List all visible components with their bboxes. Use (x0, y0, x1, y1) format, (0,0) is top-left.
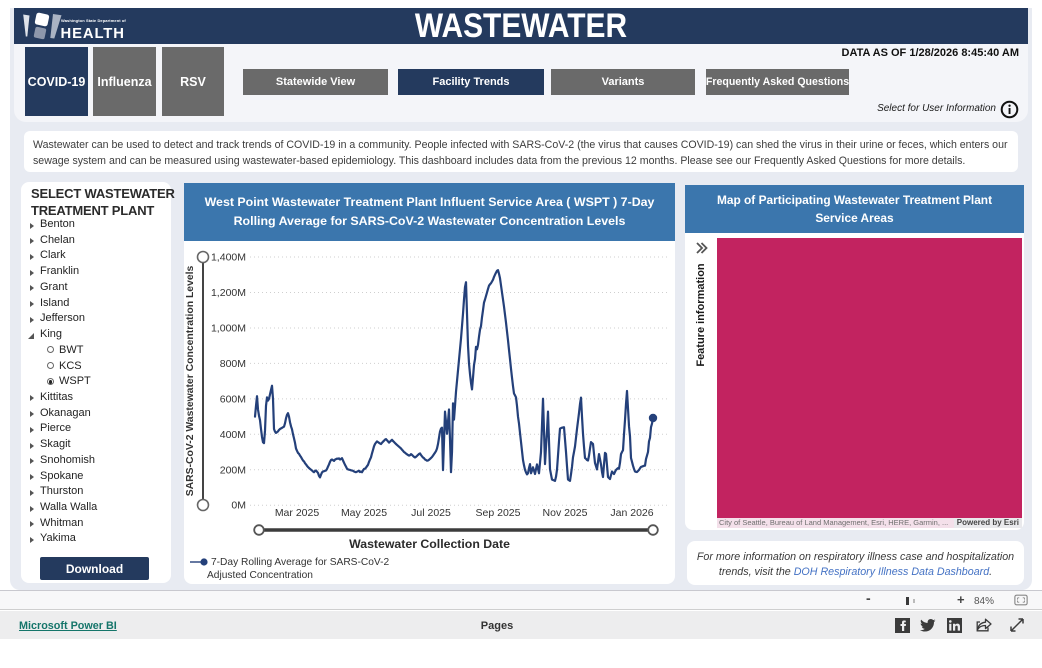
svg-text:Mar 2025: Mar 2025 (275, 507, 320, 519)
svg-text:Sep 2025: Sep 2025 (476, 507, 521, 519)
svg-text:600M: 600M (220, 393, 246, 405)
svg-text:Washington State Department of: Washington State Department of (61, 18, 126, 23)
svg-text:May 2025: May 2025 (341, 507, 387, 519)
svg-text:800M: 800M (220, 358, 246, 370)
svg-text:1,000M: 1,000M (211, 323, 246, 335)
svg-text:Nov 2025: Nov 2025 (543, 507, 588, 519)
svg-text:200M: 200M (220, 464, 246, 476)
svg-text:HEALTH: HEALTH (61, 26, 125, 42)
svg-text:0M: 0M (231, 500, 246, 512)
svg-text:Jan 2026: Jan 2026 (610, 507, 653, 519)
svg-text:1,200M: 1,200M (211, 287, 246, 299)
svg-text:1,400M: 1,400M (211, 252, 246, 264)
svg-text:Jul 2025: Jul 2025 (411, 507, 451, 519)
svg-text:400M: 400M (220, 429, 246, 441)
svg-text:SARS-CoV-2 Wastewater Concentr: SARS-CoV-2 Wastewater Concentration Leve… (185, 265, 196, 496)
